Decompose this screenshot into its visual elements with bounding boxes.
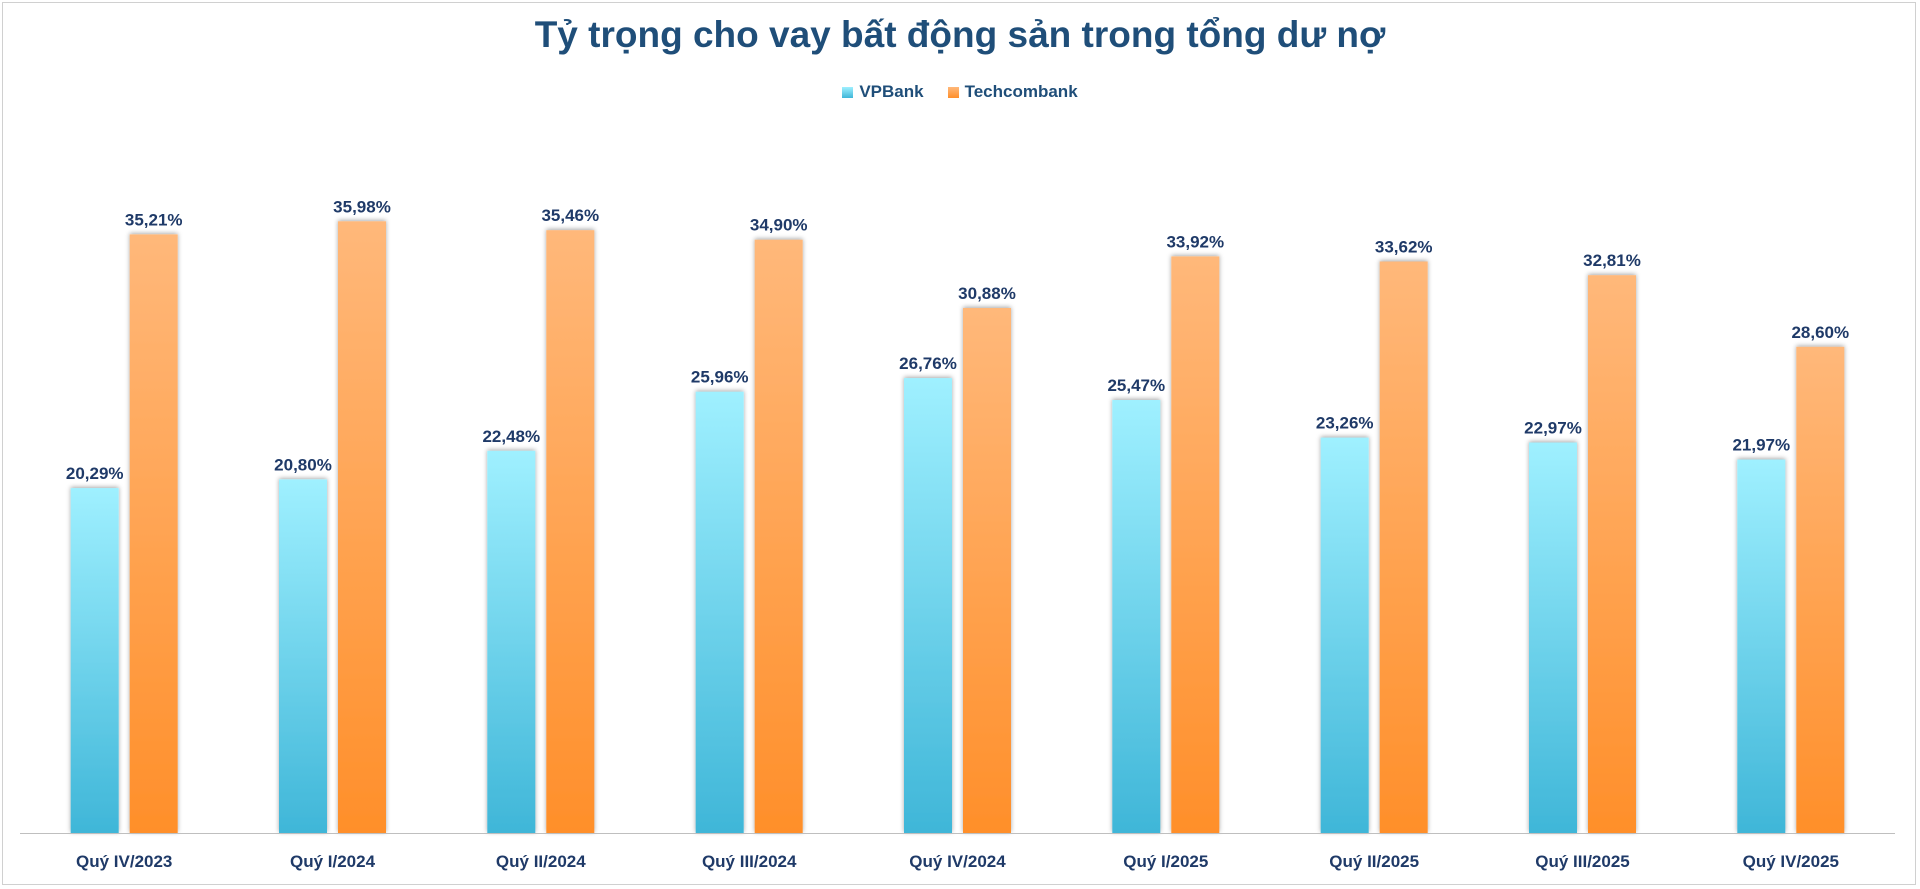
bar-techcombank-2 [546, 230, 595, 833]
chart-title: Tỷ trọng cho vay bất động sản trong tổng… [534, 14, 1386, 55]
data-label-vpbank-1: 20,80% [274, 455, 332, 474]
bar-vpbank-5 [1112, 400, 1161, 833]
bar-techcombank-3 [754, 239, 803, 833]
data-label-techcombank-8: 28,60% [1791, 323, 1849, 342]
x-tick-label-8: Quý IV/2025 [1743, 852, 1839, 871]
legend: VPBank Techcombank [0, 82, 1920, 102]
data-label-vpbank-3: 25,96% [691, 368, 749, 387]
bar-vpbank-7 [1529, 442, 1577, 833]
legend-label-techcombank: Techcombank [964, 82, 1078, 101]
data-label-vpbank-0: 20,29% [66, 464, 124, 483]
data-label-vpbank-8: 21,97% [1732, 436, 1790, 455]
data-label-vpbank-6: 23,26% [1316, 414, 1374, 433]
bar-vpbank-4 [904, 378, 952, 833]
legend-item-vpbank: VPBank [842, 82, 924, 102]
data-label-techcombank-2: 35,46% [541, 206, 599, 225]
x-tick-label-6: Quý II/2025 [1329, 852, 1419, 871]
x-tick-label-5: Quý I/2025 [1123, 852, 1208, 871]
x-tick-label-4: Quý IV/2024 [909, 852, 1006, 871]
bar-vpbank-8 [1737, 459, 1786, 833]
bar-techcombank-5 [1171, 256, 1220, 833]
bar-techcombank-4 [963, 308, 1011, 833]
legend-swatch-techcombank [947, 86, 959, 98]
x-tick-label-2: Quý II/2024 [496, 852, 586, 871]
data-label-vpbank-7: 22,97% [1524, 419, 1582, 438]
data-label-vpbank-2: 22,48% [482, 427, 540, 446]
bar-techcombank-8 [1796, 346, 1845, 833]
legend-label-vpbank: VPBank [859, 82, 924, 101]
data-label-techcombank-3: 34,90% [750, 216, 808, 235]
data-label-vpbank-4: 26,76% [899, 354, 957, 373]
x-tick-label-3: Quý III/2024 [702, 852, 797, 871]
data-label-techcombank-5: 33,92% [1166, 232, 1224, 251]
data-label-techcombank-0: 35,21% [125, 210, 183, 229]
legend-swatch-vpbank [842, 86, 854, 98]
x-tick-label-1: Quý I/2024 [290, 852, 376, 871]
data-label-vpbank-5: 25,47% [1107, 376, 1165, 395]
bar-vpbank-2 [487, 450, 536, 833]
data-label-techcombank-7: 32,81% [1583, 251, 1641, 270]
bar-vpbank-3 [695, 391, 744, 833]
x-tick-label-7: Quý III/2025 [1535, 852, 1630, 871]
bar-techcombank-0 [129, 234, 178, 833]
bar-vpbank-1 [279, 479, 327, 833]
bar-vpbank-0 [70, 488, 119, 833]
data-label-techcombank-1: 35,98% [333, 197, 391, 216]
bar-techcombank-7 [1588, 275, 1636, 833]
data-label-techcombank-4: 30,88% [958, 284, 1016, 303]
x-tick-label-0: Quý IV/2023 [76, 852, 172, 871]
data-label-techcombank-6: 33,62% [1375, 238, 1433, 257]
legend-item-techcombank: Techcombank [947, 82, 1078, 102]
bar-techcombank-6 [1379, 261, 1428, 833]
bar-vpbank-6 [1320, 437, 1369, 833]
bar-techcombank-1 [338, 221, 386, 834]
